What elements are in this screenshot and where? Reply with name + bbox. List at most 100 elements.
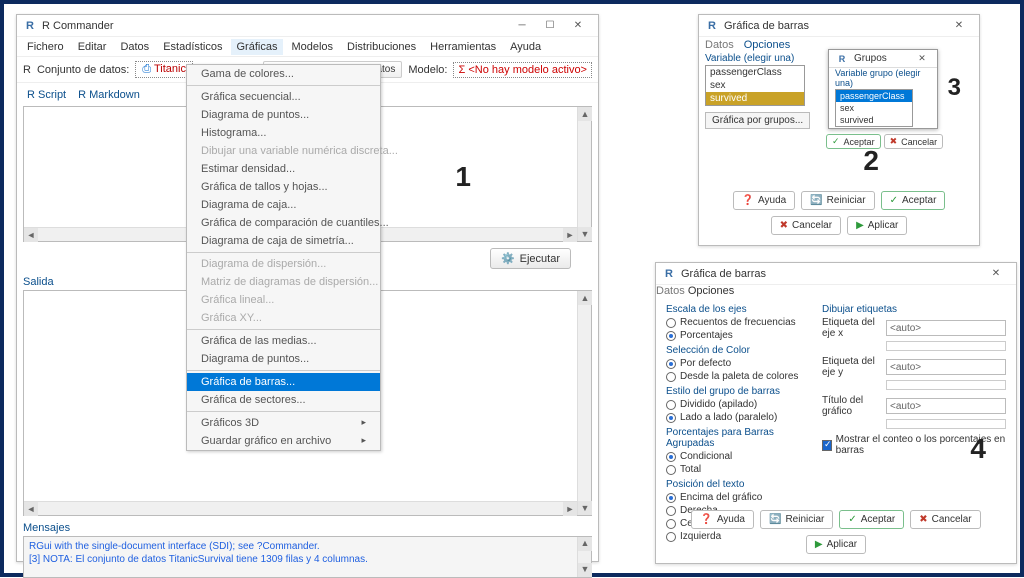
menu-item[interactable]: Gráfica de las medias... <box>187 332 380 350</box>
close-button[interactable]: ✕ <box>913 52 931 66</box>
scrollbar-v[interactable]: ▲▼ <box>577 291 591 515</box>
accept-button[interactable]: ✓Aceptar <box>881 191 946 210</box>
radio-palette[interactable]: Desde la paleta de colores <box>666 370 802 383</box>
menu-item[interactable]: Diagrama de puntos... <box>187 106 380 124</box>
menu-graficas[interactable]: Gráficas <box>231 39 284 55</box>
radio-above[interactable]: Encima del gráfico <box>666 491 802 504</box>
radio-default-color[interactable]: Por defecto <box>666 357 802 370</box>
xlabel-input[interactable] <box>886 320 1006 336</box>
dialog-title: Gráfica de barras <box>681 268 766 280</box>
titlebar: R Gráfica de barras ✕ <box>656 263 1016 285</box>
slider[interactable] <box>886 380 1006 390</box>
menu-item[interactable]: Diagrama de caja de simetría... <box>187 232 380 250</box>
model-selector[interactable]: Σ <No hay modelo activo> <box>453 62 592 78</box>
run-button[interactable]: ⚙️ Ejecutar <box>490 248 571 269</box>
help-button[interactable]: ❓Ayuda <box>691 510 754 529</box>
radio-freq[interactable]: Recuentos de frecuencias <box>666 316 802 329</box>
play-icon: ▶ <box>856 220 864 231</box>
variable-listbox[interactable]: passengerClass sex survived <box>705 65 805 106</box>
dataset-selector[interactable]: ⎙ Titanic <box>135 61 193 78</box>
menu-item[interactable]: Gráfica de sectores... <box>187 391 380 409</box>
ylabel-label: Etiqueta del eje y <box>822 356 878 378</box>
scrollbar-v[interactable]: ▲▼ <box>577 537 591 577</box>
tab-opciones[interactable]: Opciones <box>744 39 790 51</box>
apply-button[interactable]: ▶Aplicar <box>847 216 907 235</box>
reset-button[interactable]: 🔄Reiniciar <box>760 510 833 529</box>
menubar: Fichero Editar Datos Estadísticos Gráfic… <box>17 37 598 57</box>
menu-item[interactable]: Gráfica de comparación de cuantiles... <box>187 214 380 232</box>
help-icon: ❓ <box>700 514 712 525</box>
list-option-selected[interactable]: survived <box>706 92 804 105</box>
radio-pct[interactable]: Porcentajes <box>666 329 802 342</box>
group-by-button[interactable]: Gráfica por grupos... <box>705 112 810 129</box>
menu-item-submenu[interactable]: Gráficos 3D <box>187 414 380 432</box>
menu-item[interactable]: Gráfica secuencial... <box>187 88 380 106</box>
cancel-button[interactable]: ✖Cancelar <box>910 510 980 529</box>
title-input[interactable] <box>886 398 1006 414</box>
dialog-title: Gráfica de barras <box>724 20 809 32</box>
list-option[interactable]: passengerClass <box>706 66 804 79</box>
tab-rmarkdown[interactable]: R Markdown <box>74 87 144 104</box>
cancel-button[interactable]: ✖Cancelar <box>771 216 841 235</box>
menu-item[interactable]: Gráfica de tallos y hojas... <box>187 178 380 196</box>
apply-button[interactable]: ▶Aplicar <box>806 535 866 554</box>
ylabel-input[interactable] <box>886 359 1006 375</box>
menu-item-grafica-barras[interactable]: Gráfica de barras... <box>187 373 380 391</box>
checkbox-icon <box>822 440 832 451</box>
reset-button[interactable]: 🔄Reiniciar <box>801 191 874 210</box>
menu-item[interactable]: Diagrama de caja... <box>187 196 380 214</box>
minimize-button[interactable]: ─ <box>508 17 536 35</box>
list-option[interactable]: sex <box>836 102 912 114</box>
menu-herramientas[interactable]: Herramientas <box>424 39 502 55</box>
group-pct-grouped: Porcentajes para Barras Agrupadas <box>666 427 802 449</box>
menu-item[interactable]: Estimar densidad... <box>187 160 380 178</box>
group-draw-labels: Dibujar etiquetas <box>822 304 1006 315</box>
scrollbar-h[interactable]: ◄► <box>24 501 577 515</box>
tab-rscript[interactable]: R Script <box>23 87 70 104</box>
model-label: Modelo: <box>408 64 447 76</box>
close-button[interactable]: ✕ <box>945 17 973 35</box>
list-option-selected[interactable]: passengerClass <box>836 90 912 102</box>
accept-button[interactable]: ✓Aceptar <box>839 510 904 529</box>
reset-icon: 🔄 <box>810 195 822 206</box>
titlebar: R Grupos ✕ <box>829 50 937 68</box>
help-button[interactable]: ❓Ayuda <box>733 191 796 210</box>
dataset-label: Conjunto de datos: <box>37 64 129 76</box>
list-option[interactable]: sex <box>706 79 804 92</box>
menu-item-submenu[interactable]: Guardar gráfico en archivo <box>187 432 380 450</box>
menu-fichero[interactable]: Fichero <box>21 39 70 55</box>
slider[interactable] <box>886 341 1006 351</box>
list-option[interactable]: survived <box>836 114 912 126</box>
messages-area[interactable]: RGui with the single-document interface … <box>23 536 592 578</box>
menu-ayuda[interactable]: Ayuda <box>504 39 547 55</box>
radio-total[interactable]: Total <box>666 463 802 476</box>
menu-estadisticos[interactable]: Estadísticos <box>157 39 228 55</box>
menu-modelos[interactable]: Modelos <box>285 39 339 55</box>
radio-stacked[interactable]: Dividido (apilado) <box>666 398 802 411</box>
group-listbox[interactable]: passengerClass sex survived <box>835 89 913 127</box>
accept-button[interactable]: ✓Aceptar <box>826 134 881 149</box>
check-icon: ✓ <box>890 195 898 206</box>
menu-datos[interactable]: Datos <box>114 39 155 55</box>
close-button[interactable]: ✕ <box>564 17 592 35</box>
menu-item-disabled: Diagrama de dispersión... <box>187 255 380 273</box>
cancel-button[interactable]: ✖Cancelar <box>884 134 944 149</box>
scrollbar-v[interactable]: ▲▼ <box>577 107 591 241</box>
radio-conditional[interactable]: Condicional <box>666 450 802 463</box>
title-label: Título del gráfico <box>822 395 878 417</box>
tab-opciones[interactable]: Opciones <box>688 285 734 297</box>
titlebar: R R Commander ─ ☐ ✕ <box>17 15 598 37</box>
close-button[interactable]: ✕ <box>982 265 1010 283</box>
menu-item[interactable]: Gama de colores... <box>187 65 380 83</box>
menu-item[interactable]: Diagrama de puntos... <box>187 350 380 368</box>
maximize-button[interactable]: ☐ <box>536 17 564 35</box>
menu-item[interactable]: Histograma... <box>187 124 380 142</box>
tab-datos[interactable]: Datos <box>705 39 734 51</box>
radio-sidebyside[interactable]: Lado a lado (paralelo) <box>666 411 802 424</box>
r-icon: R <box>835 52 849 66</box>
menu-editar[interactable]: Editar <box>72 39 113 55</box>
tab-datos[interactable]: Datos <box>656 285 685 297</box>
menu-distribuciones[interactable]: Distribuciones <box>341 39 422 55</box>
rcommander-window: R R Commander ─ ☐ ✕ Fichero Editar Datos… <box>16 14 599 562</box>
slider[interactable] <box>886 419 1006 429</box>
